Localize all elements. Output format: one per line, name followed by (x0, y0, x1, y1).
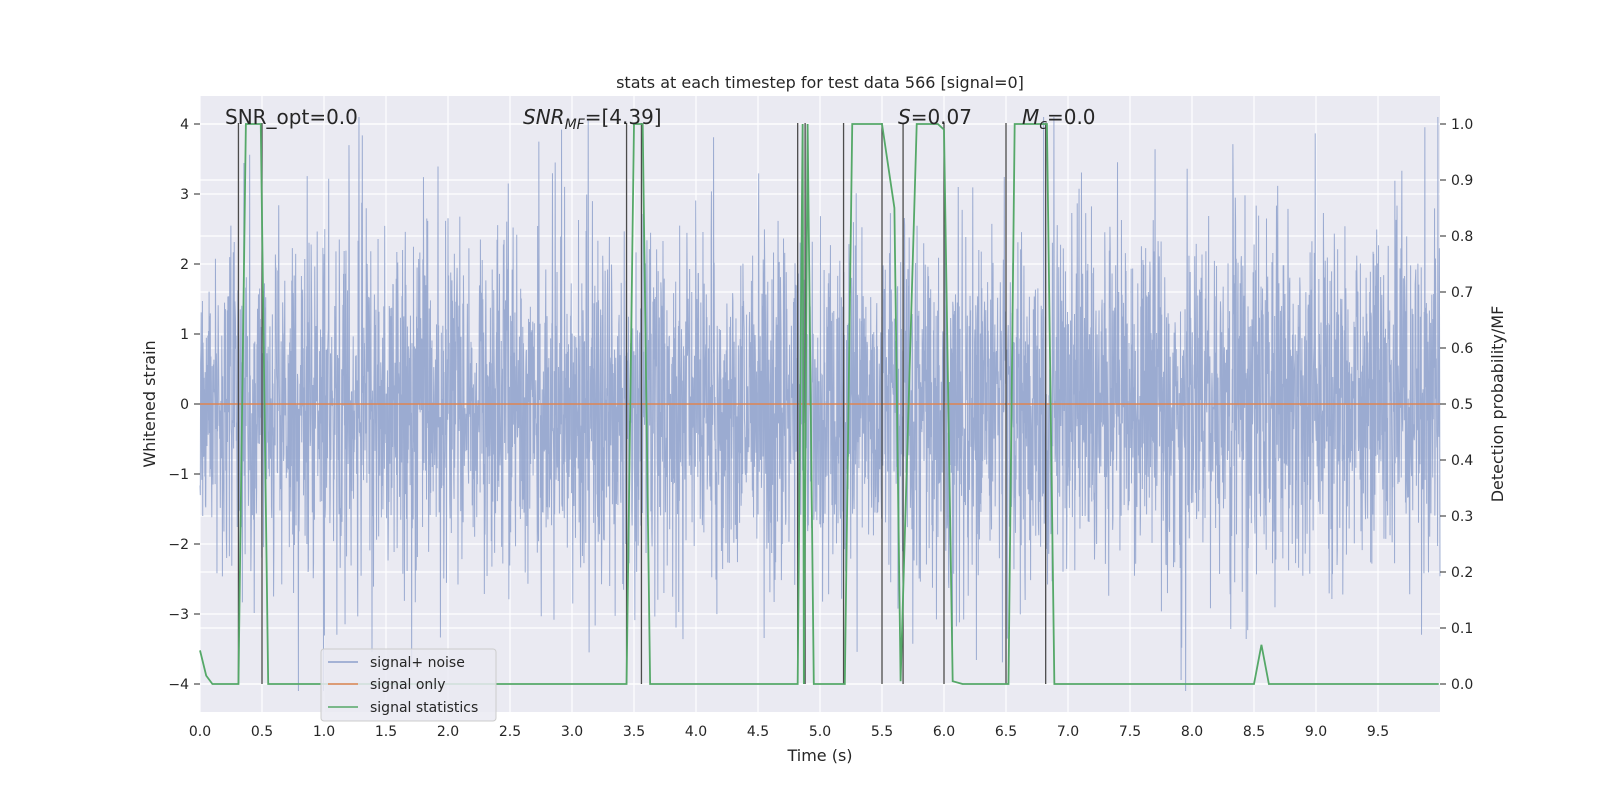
y-right-tick-label-9: 0.1 (1451, 621, 1473, 637)
legend-label-signal-only: signal only (370, 677, 445, 693)
y-right-tick-label-2: 0.8 (1451, 229, 1473, 245)
y-left-tick-label-0: 4 (180, 117, 189, 133)
y-right-tick-label-6: 0.4 (1451, 453, 1473, 469)
annotation-s: S=0.07 (898, 105, 972, 129)
annotation-mc-value: =0.0 (1047, 105, 1096, 129)
signal-noise-series (199, 116, 1441, 692)
x-tick-label-5: 2.5 (499, 724, 521, 740)
annotation-mc-symbol: M (1022, 105, 1039, 129)
y-left-tick-label-6: −2 (168, 537, 189, 553)
x-tick-label-16: 8.0 (1181, 724, 1203, 740)
y-left-tick-label-4: 0 (180, 397, 189, 413)
annotation-s-symbol: S (898, 105, 911, 129)
legend-box (320, 648, 497, 722)
chart-title: stats at each timestep for test data 566… (616, 73, 1024, 92)
y-left-axis-label: Whitened strain (140, 340, 159, 467)
x-tick-label-19: 9.5 (1367, 724, 1389, 740)
signal-statistics-series (199, 123, 1439, 685)
y-right-tick-label-3: 0.7 (1451, 285, 1473, 301)
annotation-snr-mf: SNRMF=[4.39] (523, 105, 662, 133)
x-tick-label-11: 5.5 (871, 724, 893, 740)
y-left-tick-label-2: 2 (180, 257, 189, 273)
x-tick-label-8: 4.0 (685, 724, 707, 740)
annotation-snr-opt: SNR_opt=0.0 (225, 105, 358, 129)
x-tick-label-9: 4.5 (747, 724, 769, 740)
y-right-axis-label: Detection probability/MF (1488, 306, 1507, 503)
y-right-tick-label-8: 0.2 (1451, 565, 1473, 581)
annotation-s-value: =0.07 (911, 105, 972, 129)
y-right-tick-label-7: 0.3 (1451, 509, 1473, 525)
y-left-tick-label-1: 3 (180, 187, 189, 203)
legend-label-noise: signal+ noise (370, 655, 465, 671)
x-tick-label-3: 1.5 (375, 724, 397, 740)
y-right-tick-label-0: 1.0 (1451, 117, 1473, 133)
y-right-tick-label-5: 0.5 (1451, 397, 1473, 413)
x-axis-label: Time (s) (786, 746, 852, 765)
x-tick-label-17: 8.5 (1243, 724, 1265, 740)
annotation-mc-subscript: c (1039, 117, 1047, 133)
y-left-axis-ticks: 4 3 2 1 0 −1 −2 −3 −4 (168, 117, 200, 693)
x-tick-label-2: 1.0 (313, 724, 335, 740)
x-tick-label-15: 7.5 (1119, 724, 1141, 740)
y-right-tick-label-1: 0.9 (1451, 173, 1473, 189)
x-tick-label-0: 0.0 (189, 724, 211, 740)
x-tick-label-18: 9.0 (1305, 724, 1327, 740)
legend: signal+ noise signal only signal statist… (320, 648, 497, 722)
x-tick-label-10: 5.0 (809, 724, 831, 740)
y-left-tick-label-3: 1 (180, 327, 189, 343)
annotation-snr-mf-value: =[4.39] (585, 105, 662, 129)
x-tick-label-14: 7.0 (1057, 724, 1079, 740)
annotation-snr-mf-subscript: MF (565, 117, 586, 133)
signal-statistics-line (199, 123, 1439, 685)
y-right-tick-label-4: 0.6 (1451, 341, 1473, 357)
y-left-tick-label-8: −4 (168, 677, 189, 693)
x-axis-ticks: 0.0 0.5 1.0 1.5 2.0 2.5 3.0 3.5 4.0 4.5 5.0 5.5 6.0 6… (189, 724, 1389, 740)
y-right-tick-label-10: 0.0 (1451, 677, 1473, 693)
y-left-tick-label-7: −3 (168, 607, 189, 623)
y-left-tick-label-5: −1 (168, 467, 189, 483)
annotation-mc: Mc=0.0 (1022, 105, 1096, 133)
annotation-snr-mf-symbol: SNR (523, 105, 565, 129)
x-tick-label-6: 3.0 (561, 724, 583, 740)
x-tick-label-4: 2.0 (437, 724, 459, 740)
x-tick-label-1: 0.5 (251, 724, 273, 740)
x-tick-label-12: 6.0 (933, 724, 955, 740)
noise-line (199, 116, 1441, 692)
legend-label-statistics: signal statistics (370, 700, 478, 716)
x-tick-label-7: 3.5 (623, 724, 645, 740)
y-right-axis-ticks: 1.0 0.9 0.8 0.7 0.6 0.5 0.4 0.3 0.2 0.1 0.0 (1440, 117, 1473, 693)
x-tick-label-13: 6.5 (995, 724, 1017, 740)
